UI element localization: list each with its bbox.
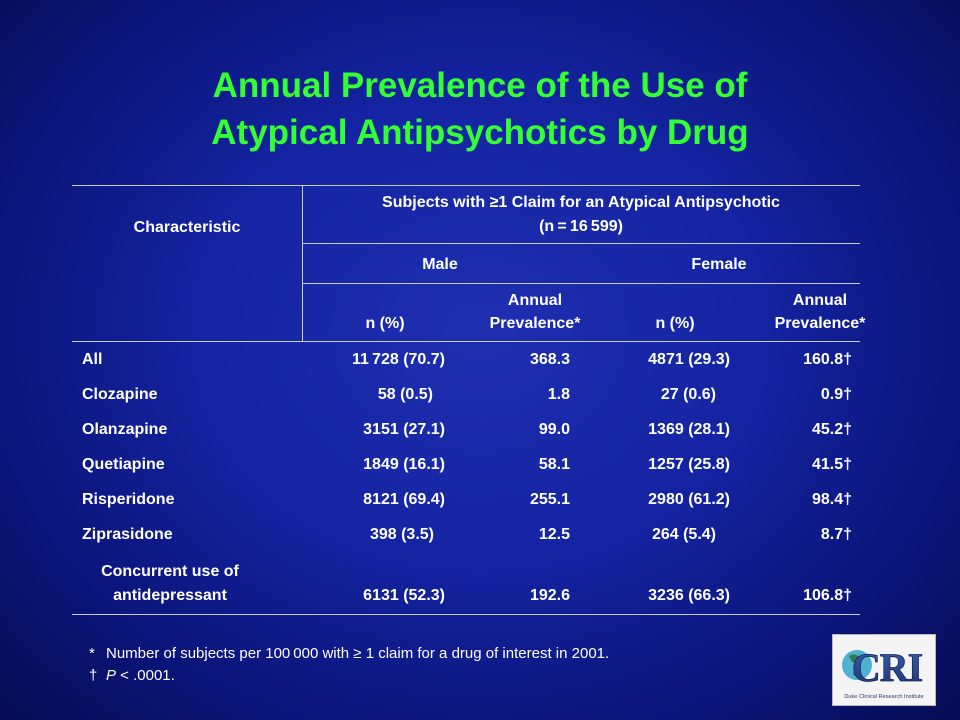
footnote-star-mark: * [89,645,95,662]
footnote-dagger: † P < .0001. [89,665,175,687]
header-characteristic: Characteristic [133,219,241,236]
female-prevalence-cell: 98.4† [811,491,852,508]
row-label-line-2: antidepressant [113,587,227,604]
male-n-cell: 1849 (16.1) [363,456,445,473]
row-label: Ziprasidone [82,526,173,543]
header-group-line-1: Subjects with ≥1 Claim for an Atypical A… [382,194,780,211]
header-female: Female [691,256,747,273]
female-prevalence-cell: 160.8† [803,351,852,368]
globe-icon [842,650,872,680]
female-n-cell: 3236 (66.3) [648,587,730,604]
header-group-line-2: (n = 16 599) [539,218,623,235]
slide-title: Annual Prevalence of the Use of Atypical… [0,62,960,156]
logo-letters: CRI [852,645,923,690]
male-n-cell: 58 (0.5) [377,386,433,403]
male-n-cell: 398 (3.5) [369,526,434,543]
male-n-cell: 8121 (69.4) [363,491,445,508]
header-female-prevalence: Prevalence* [774,315,866,332]
footnote-star: * Number of subjects per 100 000 with ≥ 1… [89,643,609,665]
female-prevalence-cell: 106.8† [803,587,852,604]
row-label: Clozapine [82,386,158,403]
female-prevalence-cell: 0.9† [820,386,852,403]
male-prevalence-cell: 99.0 [538,421,570,438]
row-label-line-1: Concurrent use of [101,563,239,580]
group-header-rule [302,243,860,244]
column-header-rule [72,341,860,342]
female-n-cell: 2980 (61.2) [648,491,730,508]
female-prevalence-cell: 45.2† [811,421,852,438]
female-n-cell: 264 (5.4) [651,526,716,543]
header-male-prevalence: Prevalence* [489,315,581,332]
p-value-text: < .0001. [116,667,175,684]
p-value-label: P [106,667,117,684]
female-prevalence-cell: 41.5† [811,456,852,473]
row-label: Risperidone [82,491,175,508]
row-label: Quetiapine [82,456,165,473]
header-female-annual: Annual [792,292,848,309]
female-prevalence-cell: 8.7† [820,526,852,543]
slide-title-line-1: Annual Prevalence of the Use of [212,66,748,105]
male-prevalence-cell: 192.6 [529,587,570,604]
sex-header-rule [302,283,860,284]
footnote-star-text: Number of subjects per 100 000 with ≥ 1 … [106,645,610,662]
header-male-annual: Annual [507,292,563,309]
dcri-logo: CRI Duke Clinical Research Institute [832,634,936,706]
footnote-dagger-mark: † [89,667,98,684]
header-male-n-pct: n (%) [365,315,405,332]
female-n-cell: 1369 (28.1) [648,421,730,438]
male-n-cell: 11 728 (70.7) [351,351,445,368]
male-prevalence-cell: 12.5 [538,526,570,543]
female-n-cell: 1257 (25.8) [648,456,730,473]
male-prevalence-cell: 255.1 [529,491,570,508]
table-bottom-rule [72,614,860,615]
header-male: Male [422,256,458,273]
female-n-cell: 27 (0.6) [660,386,716,403]
label-column-divider [302,185,303,341]
slide-title-line-2: Atypical Antipsychotics by Drug [211,113,749,152]
male-n-cell: 3151 (27.1) [363,421,445,438]
male-prevalence-cell: 1.8 [547,386,570,403]
header-female-n-pct: n (%) [655,315,695,332]
male-prevalence-cell: 368.3 [529,351,570,368]
row-label: Olanzapine [82,421,168,438]
male-prevalence-cell: 58.1 [538,456,570,473]
row-label: All [82,351,103,368]
logo-caption: Duke Clinical Research Institute [844,694,923,700]
female-n-cell: 4871 (29.3) [648,351,730,368]
male-n-cell: 6131 (52.3) [363,587,445,604]
table-top-rule [72,185,860,186]
dcri-logo-icon: CRI Duke Clinical Research Institute [842,645,924,700]
